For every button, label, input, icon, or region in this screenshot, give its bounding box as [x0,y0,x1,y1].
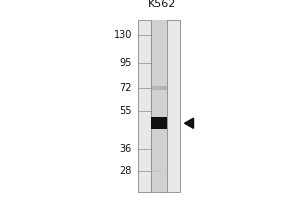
Bar [138,20,180,192]
Text: 95: 95 [120,58,132,68]
Text: 130: 130 [114,30,132,40]
Bar [152,170,161,172]
Bar [151,86,167,90]
Text: 28: 28 [120,166,132,176]
Text: K562: K562 [148,0,176,9]
Bar [151,117,167,129]
Text: 55: 55 [119,106,132,116]
Text: 36: 36 [120,144,132,154]
Polygon shape [184,118,194,128]
Text: 72: 72 [119,83,132,93]
Bar [151,20,167,192]
